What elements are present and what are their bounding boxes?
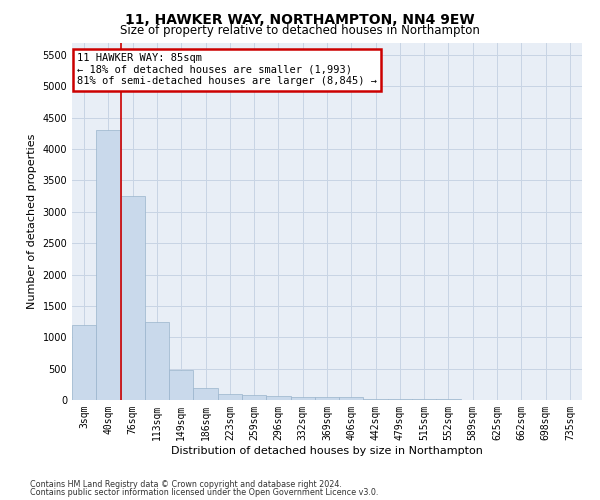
- Bar: [72, 324, 96, 400]
- X-axis label: Distribution of detached houses by size in Northampton: Distribution of detached houses by size …: [171, 446, 483, 456]
- Bar: [364, 398, 388, 400]
- Text: Size of property relative to detached houses in Northampton: Size of property relative to detached ho…: [120, 24, 480, 37]
- Text: 11 HAWKER WAY: 85sqm
← 18% of detached houses are smaller (1,993)
81% of semi-de: 11 HAWKER WAY: 85sqm ← 18% of detached h…: [77, 53, 377, 86]
- Bar: [339, 397, 364, 400]
- Bar: [145, 322, 169, 400]
- Text: Contains HM Land Registry data © Crown copyright and database right 2024.: Contains HM Land Registry data © Crown c…: [30, 480, 342, 489]
- Bar: [388, 399, 412, 400]
- Y-axis label: Number of detached properties: Number of detached properties: [27, 134, 37, 309]
- Bar: [290, 396, 315, 400]
- Bar: [315, 397, 339, 400]
- Bar: [193, 388, 218, 400]
- Bar: [218, 394, 242, 400]
- Bar: [266, 396, 290, 400]
- Text: 11, HAWKER WAY, NORTHAMPTON, NN4 9EW: 11, HAWKER WAY, NORTHAMPTON, NN4 9EW: [125, 12, 475, 26]
- Bar: [169, 370, 193, 400]
- Text: Contains public sector information licensed under the Open Government Licence v3: Contains public sector information licen…: [30, 488, 379, 497]
- Bar: [96, 130, 121, 400]
- Bar: [121, 196, 145, 400]
- Bar: [242, 395, 266, 400]
